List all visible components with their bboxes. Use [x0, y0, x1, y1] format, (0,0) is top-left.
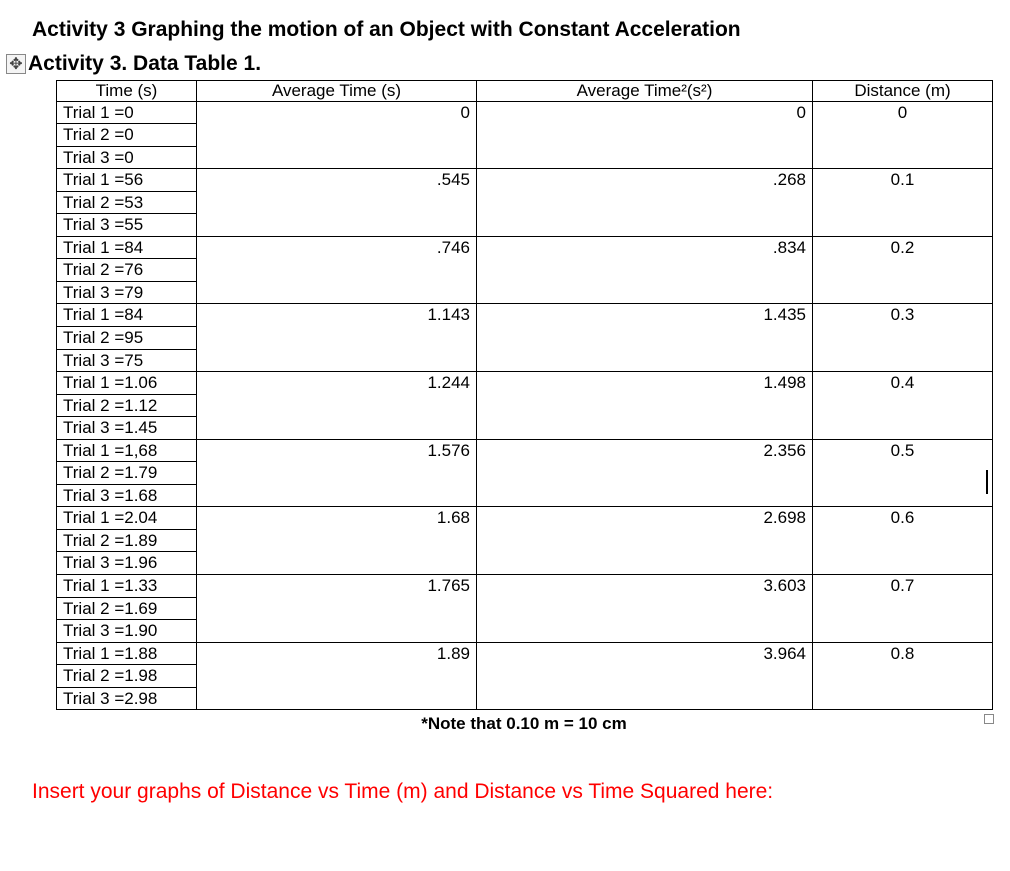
- table-header-row: Time (s) Average Time (s) Average Time²(…: [57, 81, 993, 102]
- avg-time2-cell: .834: [477, 236, 813, 304]
- trial-cell: Trial 3 =75: [57, 349, 197, 372]
- avg-time2-cell: 2.356: [477, 439, 813, 507]
- table-row: Trial 1 =2.041.682.6980.6: [57, 507, 993, 530]
- table-row: Trial 1 =0000: [57, 101, 993, 124]
- trial-cell: Trial 3 =79: [57, 281, 197, 304]
- col-header-avg-time2: Average Time²(s²): [477, 81, 813, 102]
- avg-time2-cell: 2.698: [477, 507, 813, 575]
- trial-cell: Trial 1 =1.06: [57, 372, 197, 395]
- resize-handle-icon[interactable]: [984, 714, 994, 724]
- trial-cell: Trial 3 =1.96: [57, 552, 197, 575]
- avg-time-cell: 1.143: [197, 304, 477, 372]
- trial-cell: Trial 1 =56: [57, 169, 197, 192]
- trial-cell: Trial 2 =1.89: [57, 529, 197, 552]
- trial-cell: Trial 2 =53: [57, 191, 197, 214]
- avg-time2-cell: 1.498: [477, 372, 813, 440]
- trial-cell: Trial 2 =95: [57, 327, 197, 350]
- table-row: Trial 1 =1.881.893.9640.8: [57, 642, 993, 665]
- table-row: Trial 1 =841.1431.4350.3: [57, 304, 993, 327]
- col-header-avg-time: Average Time (s): [197, 81, 477, 102]
- graph-instruction: Insert your graphs of Distance vs Time (…: [32, 780, 978, 804]
- trial-cell: Trial 2 =0: [57, 124, 197, 147]
- avg-time2-cell: 1.435: [477, 304, 813, 372]
- trial-cell: Trial 3 =1.90: [57, 620, 197, 643]
- trial-cell: Trial 3 =1.68: [57, 484, 197, 507]
- avg-time-cell: 0: [197, 101, 477, 169]
- trial-cell: Trial 3 =0: [57, 146, 197, 169]
- distance-cell: 0.1: [813, 169, 993, 237]
- avg-time2-cell: .268: [477, 169, 813, 237]
- table-row: Trial 1 =1.331.7653.6030.7: [57, 575, 993, 598]
- distance-cell: 0: [813, 101, 993, 169]
- trial-cell: Trial 1 =1,68: [57, 439, 197, 462]
- trial-cell: Trial 1 =2.04: [57, 507, 197, 530]
- avg-time2-cell: 3.964: [477, 642, 813, 710]
- trial-cell: Trial 2 =1.69: [57, 597, 197, 620]
- table-note: *Note that 0.10 m = 10 cm: [421, 714, 627, 733]
- trial-cell: Trial 2 =1.12: [57, 394, 197, 417]
- avg-time-cell: 1.765: [197, 575, 477, 643]
- table-row: Trial 1 =84.746.8340.2: [57, 236, 993, 259]
- trial-cell: Trial 2 =76: [57, 259, 197, 282]
- avg-time2-cell: 3.603: [477, 575, 813, 643]
- trial-cell: Trial 1 =1.33: [57, 575, 197, 598]
- trial-cell: Trial 1 =1.88: [57, 642, 197, 665]
- col-header-time: Time (s): [57, 81, 197, 102]
- table-caption: Activity 3. Data Table 1.: [28, 52, 261, 76]
- distance-cell: 0.8: [813, 642, 993, 710]
- trial-cell: Trial 1 =0: [57, 101, 197, 124]
- distance-cell: 0.5: [813, 439, 993, 507]
- avg-time2-cell: 0: [477, 101, 813, 169]
- table-anchor-icon[interactable]: ✥: [6, 54, 26, 74]
- trial-cell: Trial 3 =2.98: [57, 687, 197, 710]
- col-header-distance: Distance (m): [813, 81, 993, 102]
- avg-time-cell: .746: [197, 236, 477, 304]
- trial-cell: Trial 2 =1.98: [57, 665, 197, 688]
- text-cursor-icon: [986, 470, 988, 494]
- avg-time-cell: 1.244: [197, 372, 477, 440]
- trial-cell: Trial 3 =1.45: [57, 417, 197, 440]
- trial-cell: Trial 2 =1.79: [57, 462, 197, 485]
- table-row: Trial 1 =56.545.2680.1: [57, 169, 993, 192]
- distance-cell: 0.4: [813, 372, 993, 440]
- distance-cell: 0.2: [813, 236, 993, 304]
- avg-time-cell: 1.576: [197, 439, 477, 507]
- trial-cell: Trial 3 =55: [57, 214, 197, 237]
- table-row: Trial 1 =1.061.2441.4980.4: [57, 372, 993, 395]
- table-row: Trial 1 =1,681.5762.3560.5: [57, 439, 993, 462]
- avg-time-cell: .545: [197, 169, 477, 237]
- distance-cell: 0.7: [813, 575, 993, 643]
- avg-time-cell: 1.89: [197, 642, 477, 710]
- data-table: Time (s) Average Time (s) Average Time²(…: [56, 80, 993, 710]
- distance-cell: 0.6: [813, 507, 993, 575]
- distance-cell: 0.3: [813, 304, 993, 372]
- avg-time-cell: 1.68: [197, 507, 477, 575]
- trial-cell: Trial 1 =84: [57, 304, 197, 327]
- trial-cell: Trial 1 =84: [57, 236, 197, 259]
- activity-title: Activity 3 Graphing the motion of an Obj…: [32, 18, 978, 42]
